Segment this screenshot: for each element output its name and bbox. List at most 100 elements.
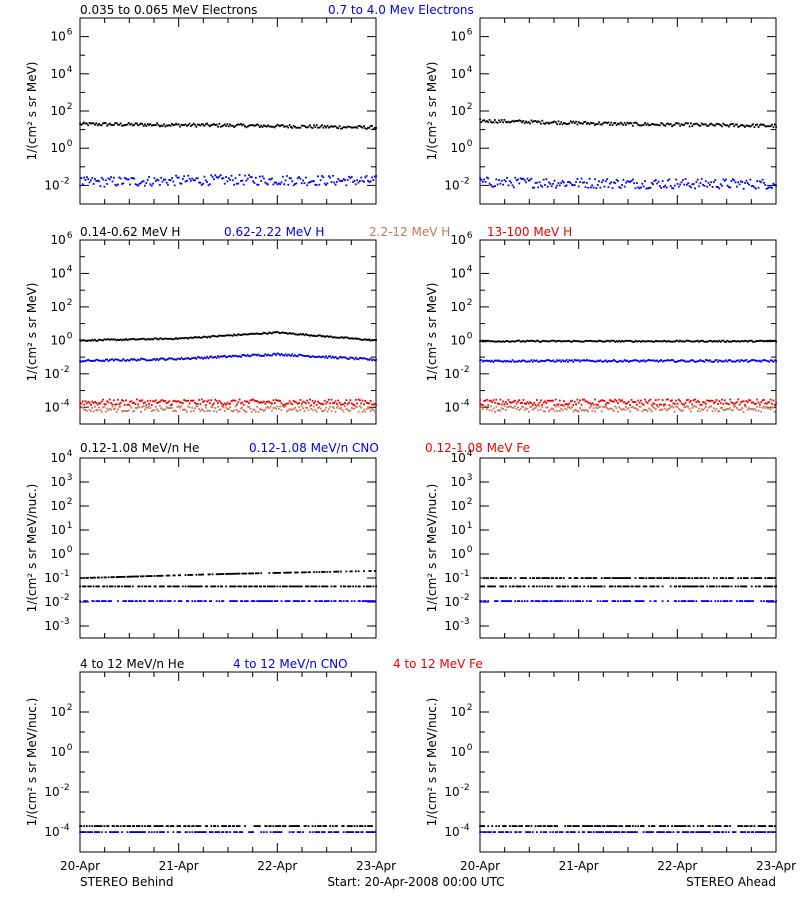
data-point	[296, 825, 299, 827]
data-point	[618, 123, 621, 126]
data-point	[268, 585, 271, 588]
data-point	[369, 600, 372, 603]
data-point	[629, 360, 632, 362]
data-point	[484, 399, 487, 402]
data-point	[750, 359, 753, 361]
data-point	[746, 600, 749, 603]
data-point	[103, 405, 106, 408]
data-point	[168, 124, 171, 127]
data-point	[619, 600, 622, 603]
data-point	[761, 406, 764, 409]
data-point	[277, 571, 280, 574]
data-point	[80, 825, 83, 827]
data-point	[211, 176, 214, 178]
data-point	[664, 340, 667, 342]
data-point	[298, 176, 300, 178]
data-point	[657, 180, 660, 183]
data-point	[681, 340, 684, 343]
data-point	[750, 831, 753, 833]
data-point	[94, 825, 96, 827]
data-point	[253, 333, 256, 335]
data-point	[326, 401, 329, 403]
data-point	[706, 359, 709, 362]
data-point	[117, 183, 119, 186]
data-point	[100, 400, 103, 403]
data-point	[491, 409, 494, 412]
data-point	[311, 355, 314, 358]
data-point	[733, 403, 736, 406]
data-point	[507, 600, 510, 603]
data-point	[667, 600, 669, 603]
data-point	[241, 179, 244, 182]
data-point	[722, 122, 725, 125]
data-point	[529, 179, 532, 181]
data-point	[356, 127, 359, 129]
data-point	[683, 183, 686, 186]
data-point	[645, 585, 648, 588]
data-point	[695, 577, 698, 579]
data-point	[738, 183, 741, 186]
data-point	[354, 126, 357, 128]
y-tick-label: 10 6	[451, 231, 473, 247]
data-point	[210, 124, 213, 126]
data-point	[258, 825, 261, 827]
data-point	[538, 340, 541, 343]
series-label: 0.14-0.62 MeV H	[80, 225, 180, 239]
data-point	[703, 360, 706, 363]
data-point	[583, 359, 586, 362]
series-blue-2	[79, 600, 376, 603]
data-point	[584, 120, 587, 123]
data-point	[594, 178, 596, 181]
data-point	[208, 336, 211, 339]
data-point	[254, 176, 257, 179]
data-point	[267, 183, 269, 186]
data-point	[364, 400, 367, 402]
data-point	[740, 408, 742, 411]
data-point	[375, 358, 377, 361]
data-point	[235, 409, 238, 411]
y-tick-exponent: 4	[67, 449, 73, 459]
data-point	[722, 408, 725, 411]
data-point	[219, 355, 222, 358]
data-point	[358, 399, 361, 402]
data-point	[630, 340, 633, 343]
data-point	[641, 124, 644, 127]
data-point	[525, 120, 527, 123]
data-point	[171, 338, 173, 341]
data-point	[667, 825, 669, 827]
data-point	[713, 181, 715, 183]
data-point	[611, 585, 614, 588]
y-axis-label: 1/(cm² s sr MeV)	[425, 62, 439, 161]
data-point	[218, 831, 221, 833]
data-point	[199, 410, 202, 413]
data-point	[341, 127, 344, 130]
data-point	[695, 122, 698, 125]
data-point	[206, 336, 209, 339]
data-point	[134, 600, 137, 603]
data-point	[650, 404, 653, 407]
data-point	[108, 178, 111, 181]
data-point	[599, 359, 602, 362]
data-point	[495, 825, 498, 827]
data-point	[294, 406, 296, 409]
data-point	[146, 575, 149, 578]
data-point	[606, 600, 609, 603]
data-point	[233, 399, 236, 402]
data-point	[290, 585, 292, 588]
data-point	[740, 825, 742, 827]
data-point	[134, 403, 137, 406]
data-point	[242, 183, 245, 186]
data-point	[499, 398, 502, 401]
data-point	[749, 825, 752, 827]
data-point	[767, 125, 769, 128]
data-point	[106, 124, 109, 127]
data-point	[285, 600, 288, 603]
data-point	[630, 585, 633, 588]
data-point	[544, 184, 546, 186]
data-point	[358, 124, 361, 127]
data-point	[141, 585, 144, 588]
data-point	[234, 572, 237, 575]
data-point	[196, 403, 199, 405]
data-point	[148, 359, 150, 362]
data-point	[603, 825, 606, 827]
